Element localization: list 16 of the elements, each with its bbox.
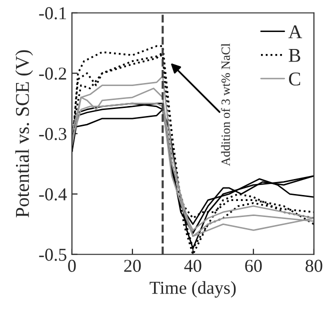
- y-tick-label: -0.2: [39, 68, 66, 80]
- y-tick-label: -0.1: [39, 7, 66, 20]
- x-tick-label: 80: [306, 260, 322, 272]
- annotation: Addition of 3 wt% NaCl: [221, 43, 230, 166]
- x-axis-title: Time (days): [150, 281, 236, 298]
- x-tick-label: 60: [245, 260, 262, 272]
- legend-label: A: [288, 25, 302, 38]
- x-tick-label: 0: [68, 260, 76, 272]
- legend-label: B: [288, 49, 300, 62]
- y-tick-label: -0.5: [39, 248, 66, 261]
- x-tick-label: 20: [124, 260, 141, 272]
- y-axis-title: Potential vs. SCE (V): [15, 50, 33, 218]
- x-tick-label: 40: [184, 260, 202, 272]
- y-tick-label: -0.4: [39, 188, 67, 201]
- y-tick-label: -0.3: [39, 128, 66, 140]
- legend-label: C: [289, 72, 300, 86]
